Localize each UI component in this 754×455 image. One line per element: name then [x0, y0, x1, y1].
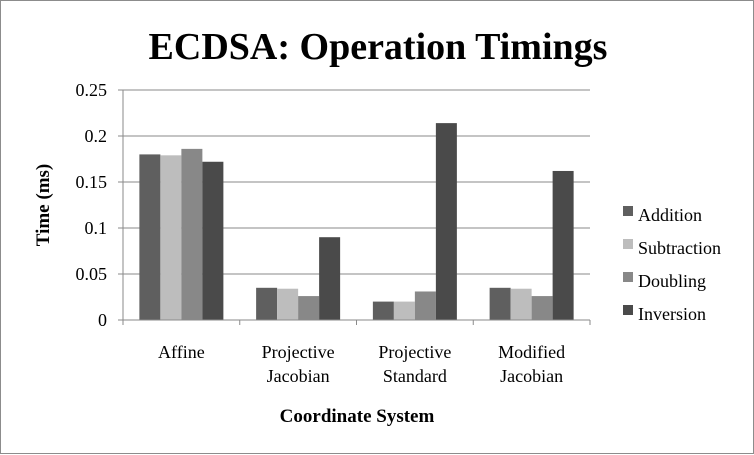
bar-inversion: [319, 237, 341, 320]
bar-subtraction: [510, 288, 532, 320]
bar-subtraction: [277, 288, 299, 320]
x-category-label: Modified Jacobian: [498, 342, 565, 386]
y-axis-title: Time (ms): [33, 164, 54, 247]
bar-subtraction: [160, 155, 182, 320]
y-tick-label: 0.05: [76, 264, 108, 284]
y-tick-labels: 0 0.05 0.1 0.15 0.2 0.25: [76, 80, 108, 330]
bar-subtraction: [393, 301, 415, 320]
y-tick-label: 0.1: [85, 218, 108, 238]
y-tick-label: 0: [98, 310, 107, 330]
y-tick-label: 0.25: [76, 80, 108, 100]
bar-doubling: [414, 291, 436, 320]
legend-label-inversion: Inversion: [638, 304, 706, 324]
legend-label-addition: Addition: [638, 205, 702, 225]
x-category-label: Affine: [158, 342, 205, 362]
bar-inversion: [435, 123, 457, 321]
bar-doubling: [298, 296, 320, 320]
bar-inversion: [552, 170, 574, 320]
x-category-label: Projective Jacobian: [262, 342, 335, 386]
legend-swatch-subtraction: [623, 239, 633, 249]
legend-label-doubling: Doubling: [638, 271, 706, 291]
x-axis-title: Coordinate System: [280, 406, 435, 427]
x-category-label: Projective Standard: [378, 342, 451, 386]
bar-inversion: [202, 161, 224, 320]
chart-title: ECDSA: Operation Timings: [149, 26, 608, 68]
legend: Addition Subtraction Doubling Inversion: [623, 205, 721, 324]
x-category-labels: Affine Projective Jacobian Projective Standa…: [158, 342, 565, 386]
bar-addition: [372, 301, 394, 320]
legend-swatch-addition: [623, 206, 633, 216]
bar-addition: [489, 287, 511, 320]
bar-addition: [139, 154, 161, 320]
bars: [139, 123, 574, 321]
bar-addition: [256, 287, 278, 320]
y-tick-label: 0.2: [85, 126, 108, 146]
bar-doubling: [531, 296, 553, 320]
legend-label-subtraction: Subtraction: [638, 238, 721, 258]
bar-doubling: [181, 148, 203, 320]
legend-swatch-inversion: [623, 305, 633, 315]
y-tick-label: 0.15: [76, 172, 108, 192]
axes: [118, 89, 591, 325]
legend-swatch-doubling: [623, 272, 633, 282]
